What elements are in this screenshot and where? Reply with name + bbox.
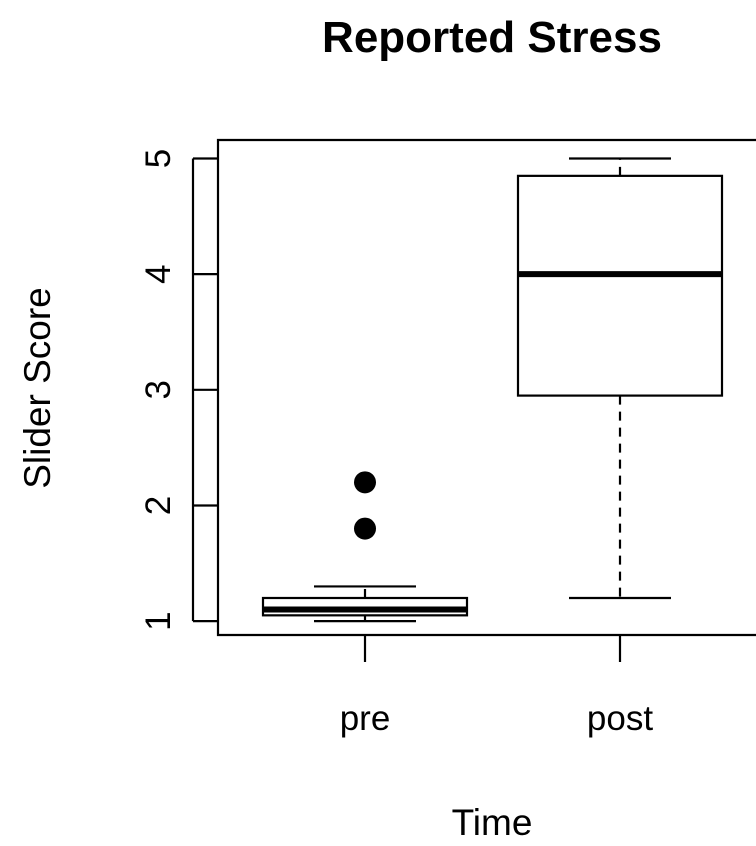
outlier-point-2 <box>354 471 376 494</box>
boxes <box>261 157 724 623</box>
plot-border <box>216 138 756 637</box>
y-tick-label-1: 1 <box>139 611 178 630</box>
iqr-box <box>516 174 724 397</box>
x-tick-label-pre: pre <box>340 699 391 738</box>
box-post <box>516 157 724 600</box>
y-tick-label-2: 2 <box>139 496 178 515</box>
y-tick-label-5: 5 <box>139 149 178 168</box>
y-tick-label-4: 4 <box>139 264 178 283</box>
chart-title: Reported Stress <box>322 13 662 62</box>
x-tick-label-post: post <box>587 699 653 738</box>
outlier-point-1 <box>354 517 376 540</box>
y-axis-label: Slider Score <box>17 287 58 489</box>
box-pre <box>261 471 469 623</box>
plot-area <box>216 138 756 637</box>
x-axis: pre post <box>340 635 653 738</box>
y-tick-label-3: 3 <box>139 380 178 399</box>
x-axis-label: Time <box>452 802 533 843</box>
y-axis: 1 2 3 4 5 <box>139 149 218 631</box>
